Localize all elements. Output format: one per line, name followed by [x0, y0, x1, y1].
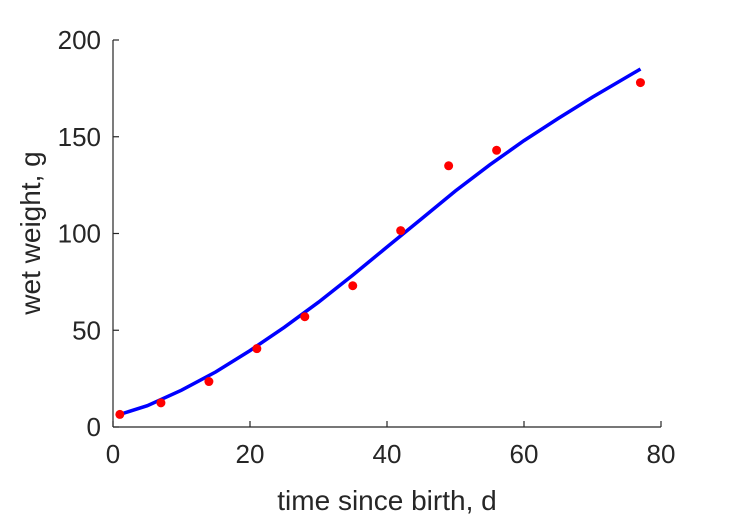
y-axis-label: wet weight, g	[15, 151, 46, 315]
x-tick-label: 20	[236, 439, 265, 469]
x-tick-label: 60	[510, 439, 539, 469]
data-point	[348, 281, 358, 291]
plot-area	[115, 67, 645, 419]
y-tick-label: 50	[72, 315, 101, 345]
data-point	[444, 161, 454, 171]
data-point	[492, 145, 502, 155]
data-point	[115, 409, 125, 419]
data-point	[635, 78, 645, 88]
y-tick-label: 100	[58, 219, 101, 249]
y-tick-label: 200	[58, 25, 101, 55]
data-point	[252, 344, 262, 354]
axes	[112, 40, 661, 428]
x-tick-label: 0	[106, 439, 120, 469]
data-point	[204, 377, 214, 387]
x-tick-label: 40	[373, 439, 402, 469]
y-tick-label: 150	[58, 122, 101, 152]
x-tick-label: 80	[647, 439, 676, 469]
x-ticks: 0 20 40 60 80	[106, 421, 676, 469]
data-point	[156, 398, 166, 408]
fit-curve	[119, 67, 642, 417]
y-tick-label: 0	[87, 412, 101, 442]
x-axis-label: time since birth, d	[277, 485, 496, 516]
y-ticks: 0 50 100 150 200	[58, 25, 119, 442]
data-point	[396, 226, 406, 236]
data-point	[300, 312, 310, 322]
